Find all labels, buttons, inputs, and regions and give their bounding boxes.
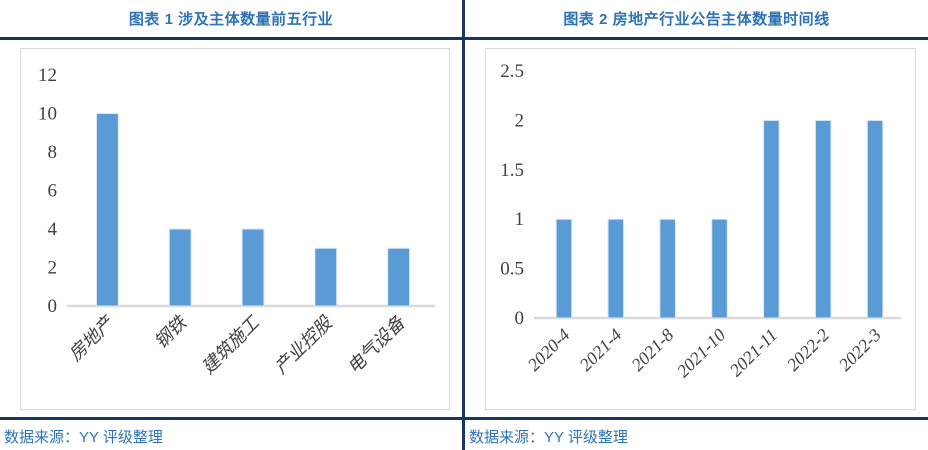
bar-2022-3 <box>866 119 884 319</box>
x-tick-label: 2021-11 <box>726 325 782 381</box>
x-tick-label: 钢铁 <box>150 311 191 352</box>
bar-2022-2 <box>814 119 832 319</box>
x-tick-label: 2021-4 <box>575 325 625 375</box>
y-tick-label: 0 <box>48 296 58 317</box>
x-tick-label: 房地产 <box>65 311 119 365</box>
panel-divider <box>462 0 465 450</box>
x-tick-label: 电气设备 <box>343 311 409 377</box>
y-tick-label: 1 <box>515 209 525 230</box>
y-tick-label: 1.5 <box>500 160 524 181</box>
chart2-title: 图表 2 房地产行业公告主体数量时间线 <box>465 0 928 40</box>
bar-房地产 <box>95 113 119 307</box>
y-tick-label: 12 <box>38 65 57 86</box>
y-tick-label: 0 <box>515 308 525 329</box>
y-tick-label: 2 <box>48 258 58 279</box>
x-tick-label: 2021-8 <box>627 325 677 375</box>
x-tick-label: 建筑施工 <box>198 311 264 377</box>
y-tick-label: 10 <box>38 104 57 125</box>
x-tick-label: 2022-3 <box>835 325 885 375</box>
chart2-plot-wrap: 0 0.5 1 1.5 2 2.5 2020-4 2021-4 2021-8 2021-10 202… <box>465 40 928 417</box>
chart1-title: 图表 1 涉及主体数量前五行业 <box>0 0 462 40</box>
bar-2021-10 <box>711 218 728 319</box>
y-tick-label: 6 <box>48 181 58 202</box>
bar-钢铁 <box>168 228 192 307</box>
bar-电气设备 <box>387 247 411 307</box>
bar-产业控股 <box>314 247 338 307</box>
chart1-plot-wrap: 0 2 4 6 8 10 12 房地产 钢铁 建筑施工 产业控股 电气设备 <box>0 40 462 417</box>
x-tick-label: 2021-10 <box>673 325 730 382</box>
panel-chart1: 图表 1 涉及主体数量前五行业 0 2 4 6 8 10 12 房地产 钢铁 建筑施工 产业控股 电气… <box>0 0 462 450</box>
bar-2020-4 <box>555 218 573 319</box>
y-tick-label: 4 <box>48 219 58 240</box>
bar-2021-11 <box>763 119 780 319</box>
y-tick-label: 0.5 <box>500 259 524 280</box>
y-tick-label: 8 <box>48 142 58 163</box>
y-tick-label: 2.5 <box>500 61 524 82</box>
panel-chart2: 图表 2 房地产行业公告主体数量时间线 0 0.5 1 1.5 2 2.5 2020-4 20… <box>465 0 928 450</box>
x-tick-label: 2022-2 <box>783 325 833 375</box>
x-tick-label: 2020-4 <box>524 325 574 375</box>
chart1-source-note: 数据来源：YY 评级整理 <box>0 417 462 450</box>
chart2-source-note: 数据来源：YY 评级整理 <box>465 417 928 450</box>
chart1-plot-area: 0 2 4 6 8 10 12 房地产 钢铁 建筑施工 产业控股 电气设备 <box>20 48 450 410</box>
chart2-plot-area: 0 0.5 1 1.5 2 2.5 2020-4 2021-4 2021-8 2021-10 202… <box>485 48 916 410</box>
y-tick-label: 2 <box>515 110 525 131</box>
x-tick-label: 产业控股 <box>271 311 337 377</box>
bar-2021-4 <box>607 218 625 319</box>
bar-2021-8 <box>659 218 676 319</box>
chart1-bar-chart: 0 2 4 6 8 10 12 房地产 钢铁 建筑施工 产业控股 电气设备 <box>38 65 435 378</box>
bar-建筑施工 <box>241 228 265 307</box>
